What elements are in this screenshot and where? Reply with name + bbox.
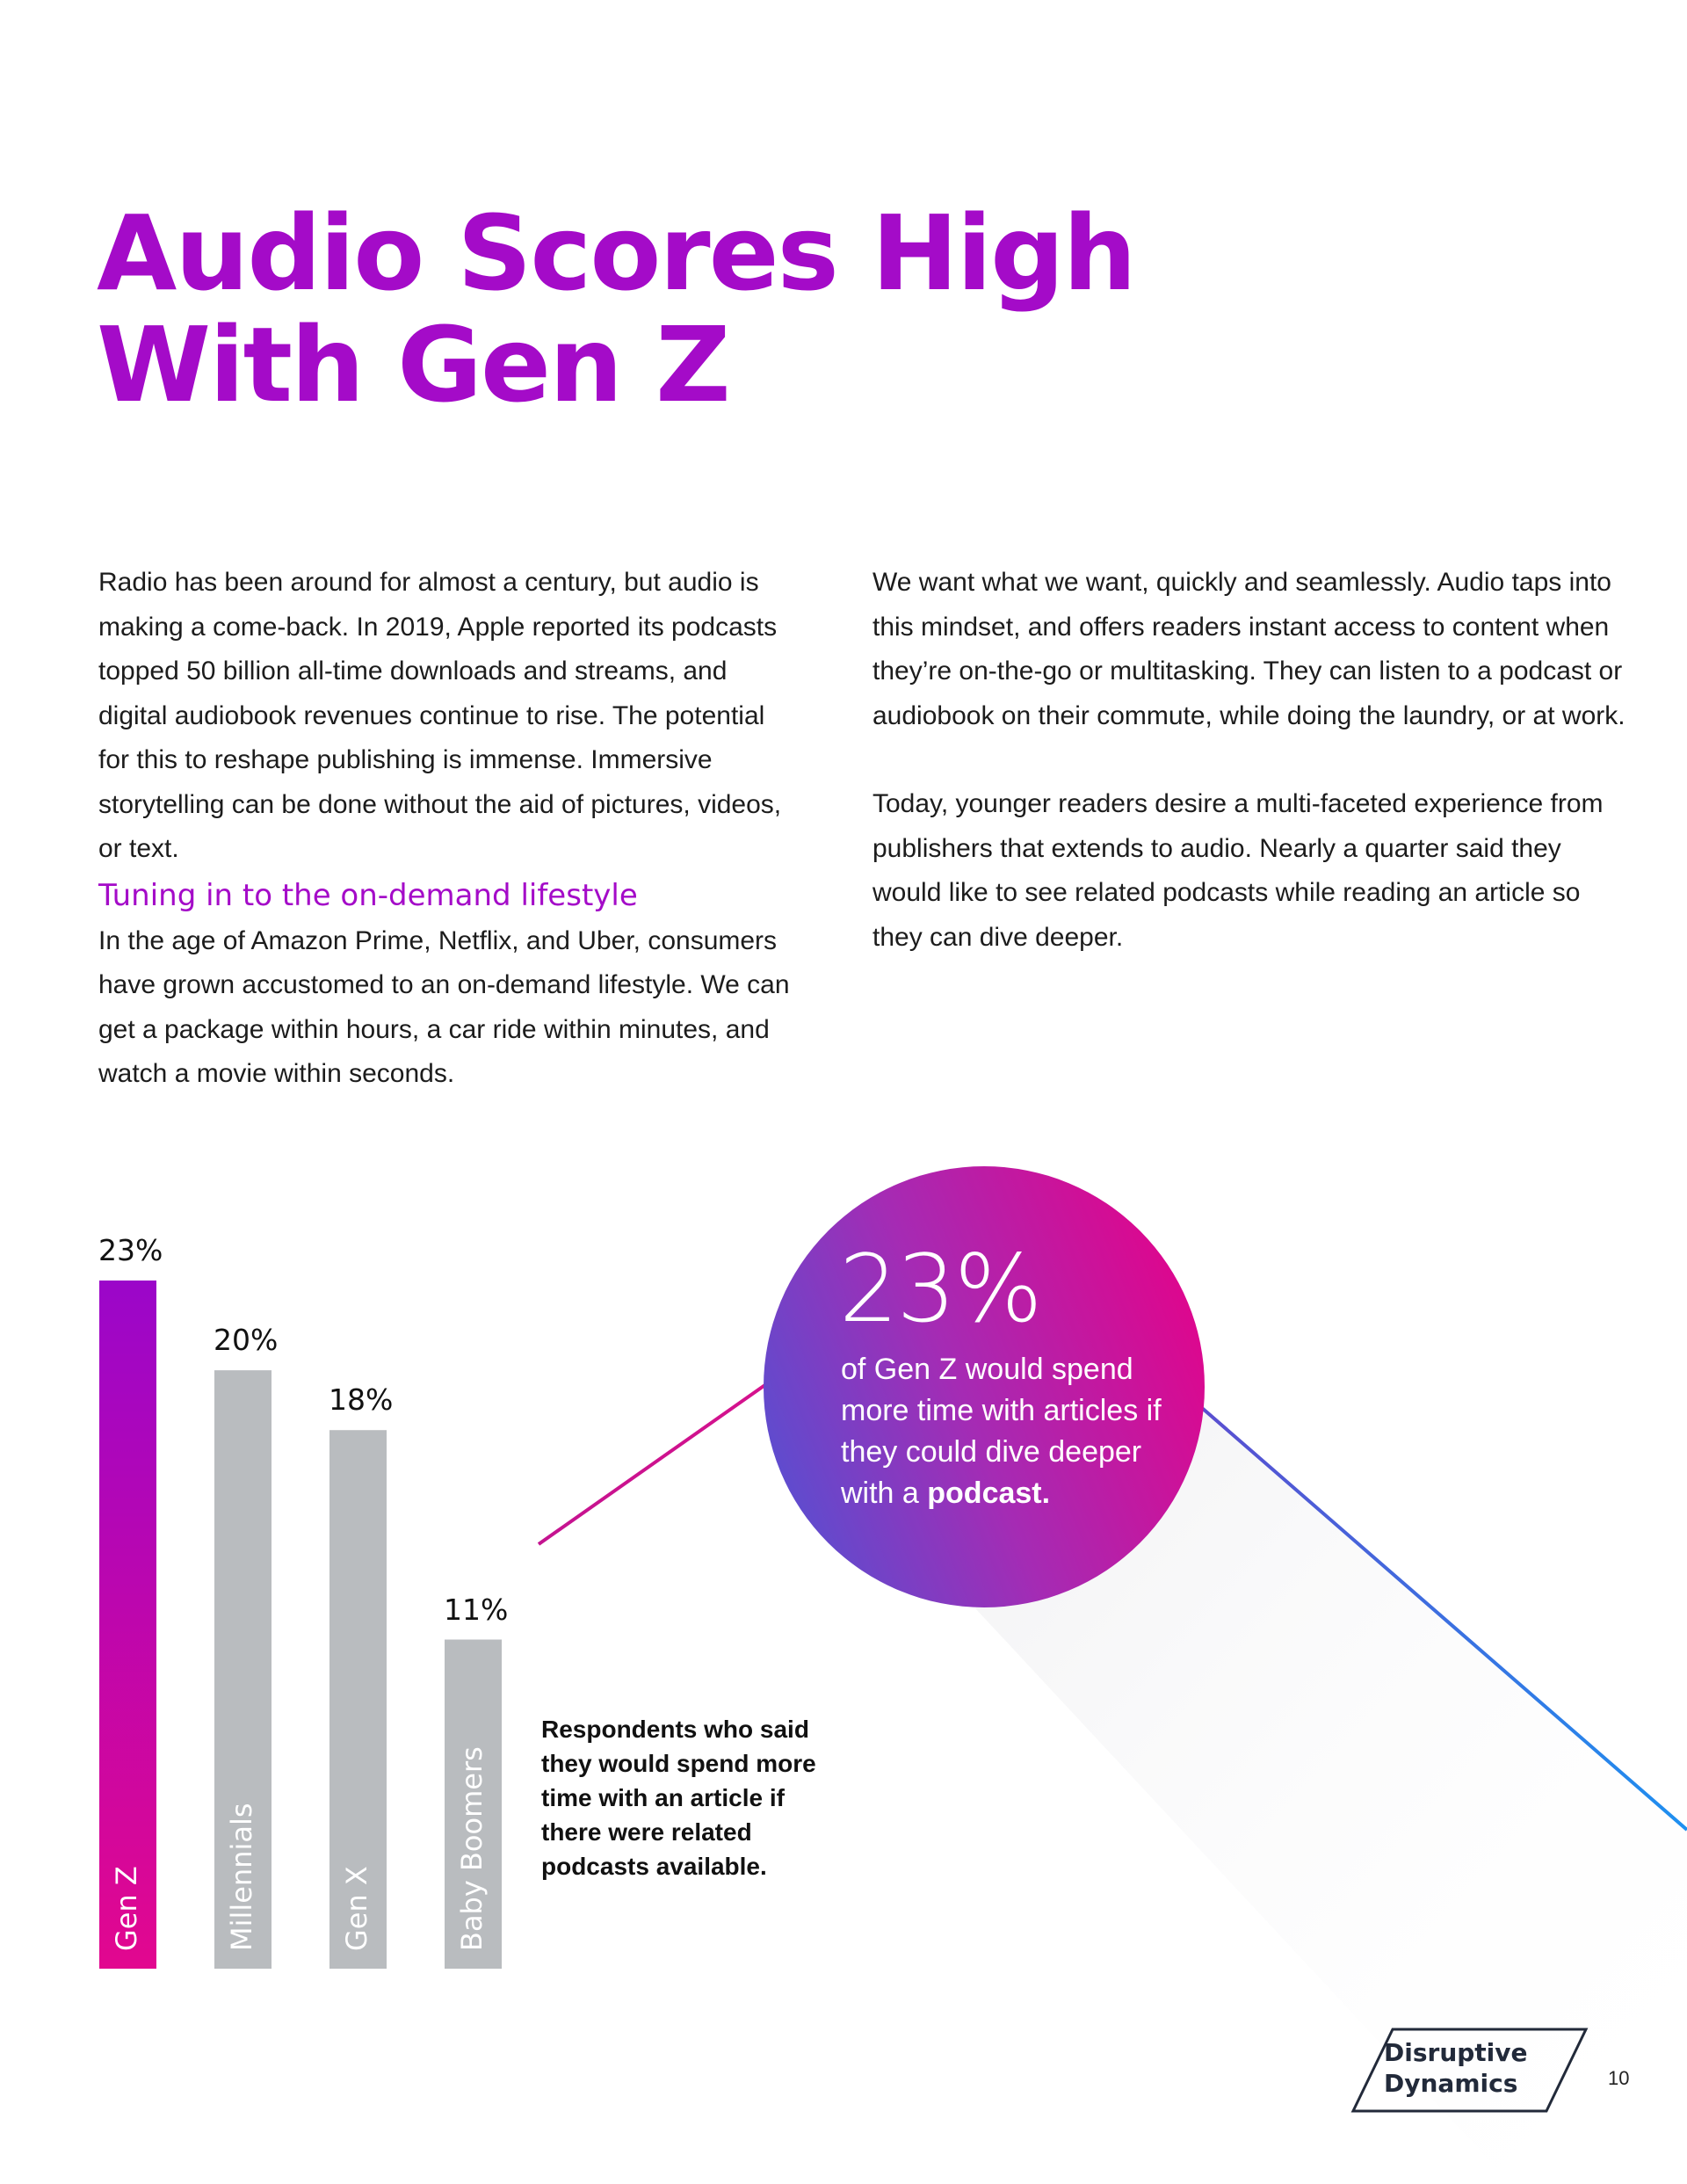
callout-connector-left	[537, 1382, 768, 1546]
brand-line-2: Dynamics	[1384, 2069, 1518, 2098]
brand-logo: Disruptive Dynamics	[1384, 2037, 1542, 2099]
chart-caption: Respondents who said they would spend mo…	[541, 1716, 816, 1880]
right-column: We want what we want, quickly and seamle…	[872, 561, 1628, 960]
callout-body: of Gen Z would spend more time with arti…	[841, 1353, 1162, 1510]
page-number: 10	[1608, 2067, 1630, 2089]
bar-millennials	[214, 1370, 272, 1969]
callout-circle	[764, 1166, 1205, 1607]
callout-text: of Gen Z would spend more time with arti…	[841, 1349, 1192, 1514]
bar-value-label: 18%	[329, 1382, 394, 1418]
brand-line-1: Disruptive	[1384, 2038, 1528, 2067]
on-demand-paragraph: In the age of Amazon Prime, Netflix, and…	[98, 925, 790, 1089]
bar-baby-boomers	[445, 1639, 502, 1969]
bar-gen-z	[99, 1281, 156, 1969]
bar-value-label: 23%	[98, 1233, 163, 1267]
callout-stat: 23%	[839, 1235, 1043, 1343]
brand-logo-frame	[1350, 2028, 1589, 2113]
title-line-1: Audio Scores High	[97, 192, 1137, 314]
bar-value-label: 11%	[444, 1592, 509, 1627]
younger-readers-paragraph: Today, younger readers desire a multi-fa…	[872, 789, 1604, 952]
bar-category-label: Baby Boomers	[455, 1746, 489, 1951]
left-column: Radio has been around for almost a centu…	[98, 561, 801, 1097]
callout-emphasis: podcast.	[927, 1477, 1051, 1510]
page-title: Audio Scores High With Gen Z	[97, 198, 1239, 421]
bar-value-label: 20%	[214, 1323, 279, 1358]
section-subheading: Tuning in to the on-demand lifestyle	[98, 877, 638, 913]
bar-category-label: Millennials	[225, 1803, 258, 1951]
bar-gen-x	[329, 1430, 387, 1969]
bar-category-label: Gen Z	[110, 1866, 143, 1951]
bar-chart	[99, 1281, 502, 1969]
bar-category-label: Gen X	[340, 1866, 373, 1951]
callout-shadow	[975, 1406, 1687, 2184]
callout-connector-right	[1200, 1406, 1687, 1832]
title-line-2: With Gen Z	[97, 304, 731, 425]
mindset-paragraph: We want what we want, quickly and seamle…	[872, 568, 1625, 730]
intro-paragraph: Radio has been around for almost a centu…	[98, 568, 782, 863]
